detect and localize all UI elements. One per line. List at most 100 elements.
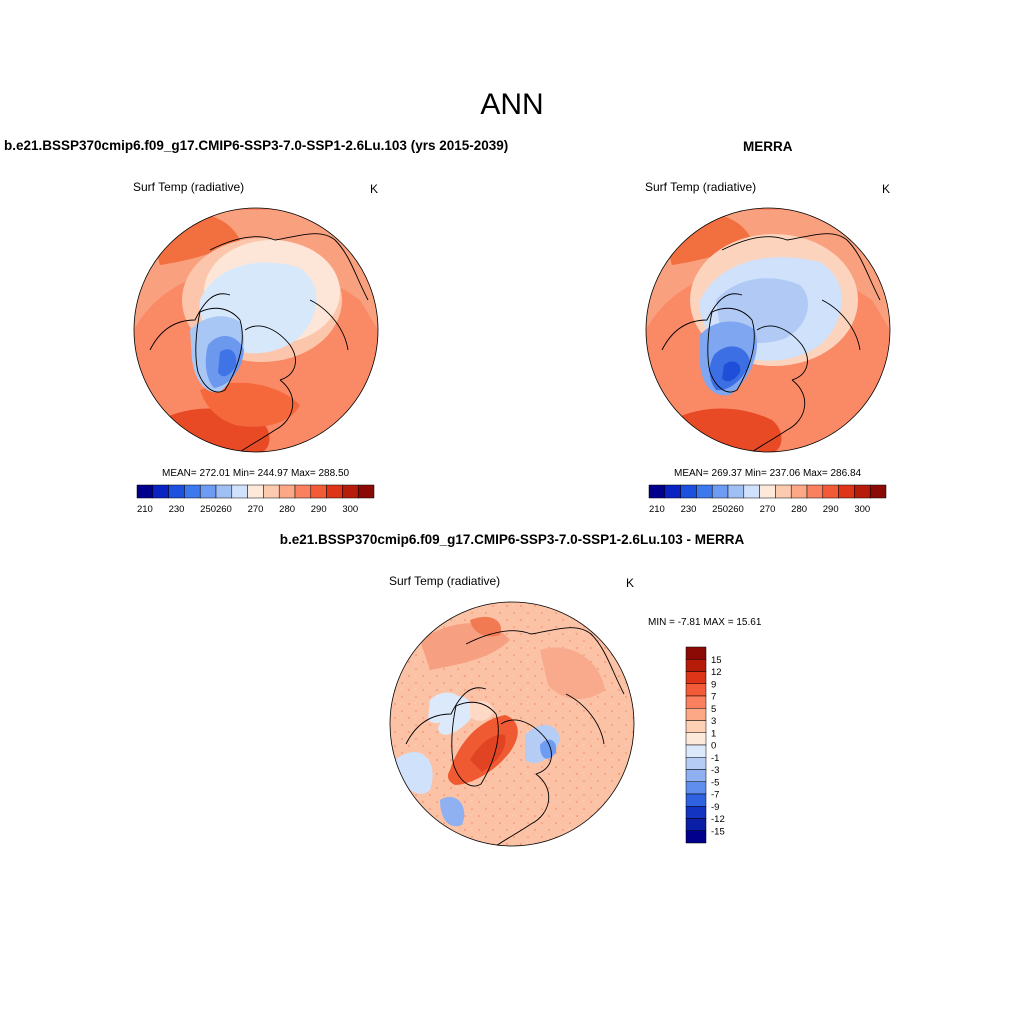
merra-colorbar: 210 230 250 260 270 280 290 300 <box>648 484 887 515</box>
colorbar-tick-label: 210 <box>649 504 665 515</box>
colorbar-swatch <box>215 484 233 499</box>
colorbar-tick-label: 300 <box>854 504 870 515</box>
colorbar-tick-label: -15 <box>711 826 725 837</box>
colorbar-swatch <box>743 484 760 499</box>
colorbar-tick-label: 290 <box>311 504 327 515</box>
colorbar-tick-label: -12 <box>711 814 725 825</box>
colorbar-tick-label: 230 <box>169 504 185 515</box>
colorbar-tick-label: -3 <box>711 765 719 776</box>
figure-title: ANN <box>480 88 544 121</box>
colorbar-swatch <box>685 659 707 672</box>
colorbar-swatch <box>231 484 248 499</box>
colorbar-tick-label: 9 <box>711 679 716 690</box>
colorbar-swatch <box>685 708 707 721</box>
colorbar-swatch <box>727 484 745 499</box>
colorbar-swatch <box>685 695 707 709</box>
colorbar-swatch <box>685 769 707 782</box>
colorbar-swatch <box>685 757 707 770</box>
colorbar-swatch <box>247 484 264 499</box>
colorbar-swatch <box>294 484 312 499</box>
colorbar-tick-label: -7 <box>711 790 719 801</box>
colorbar-swatch <box>685 806 707 819</box>
colorbar-swatch <box>838 484 855 499</box>
colorbar-swatch <box>711 484 729 499</box>
colorbar-swatch <box>806 484 824 499</box>
merra-panel-heading: MERRA <box>743 139 793 154</box>
colorbar-swatch <box>199 484 217 499</box>
colorbar-swatch <box>263 484 280 499</box>
model-stats: MEAN= 272.01 Min= 244.97 Max= 288.50 <box>162 468 350 479</box>
difference-coastlines <box>405 627 625 846</box>
colorbar-swatch <box>664 484 681 499</box>
colorbar-swatch <box>685 720 707 733</box>
colorbar-swatch <box>685 793 707 807</box>
colorbar-swatch <box>685 671 707 684</box>
colorbar-tick-label: 0 <box>711 741 716 752</box>
colorbar-tick-label: -9 <box>711 802 719 813</box>
colorbar-tick-label: 210 <box>137 504 153 515</box>
model-variable-label: Surf Temp (radiative) <box>133 180 245 194</box>
colorbar-tick-label: 12 <box>711 667 722 678</box>
colorbar-swatch <box>685 744 707 758</box>
colorbar-tick-label: 270 <box>248 504 264 515</box>
colorbar-tick-label: 270 <box>760 504 776 515</box>
colorbar-tick-label: 230 <box>681 504 697 515</box>
model-polar-map <box>134 208 378 452</box>
colorbar-swatch <box>342 484 359 499</box>
model-coastlines <box>149 233 369 452</box>
colorbar-tick-label: 260 <box>216 504 232 515</box>
colorbar-swatch <box>685 818 707 831</box>
colorbar-tick-label: 250 <box>712 504 728 515</box>
colorbar-swatch <box>680 484 697 499</box>
colorbar-swatch <box>822 484 839 499</box>
colorbar-swatch <box>696 484 713 499</box>
colorbar-swatch <box>278 484 296 499</box>
difference-panel-heading: b.e21.BSSP370cmip6.f09_g17.CMIP6-SSP3-7.… <box>279 532 745 547</box>
colorbar-tick-label: 7 <box>711 692 716 703</box>
merra-polar-map <box>646 208 890 452</box>
colorbar-swatch <box>184 484 201 499</box>
colorbar-swatch <box>685 830 707 844</box>
colorbar-swatch <box>326 484 343 499</box>
colorbar-swatch <box>685 732 707 746</box>
model-colorbar: 210 230 250 260 270 280 290 300 <box>136 484 375 515</box>
colorbar-swatch <box>152 484 169 499</box>
colorbar-swatch <box>869 484 887 499</box>
difference-polar-map <box>390 602 634 846</box>
colorbar-swatch <box>136 484 154 499</box>
colorbar-swatch <box>357 484 375 499</box>
difference-variable-label: Surf Temp (radiative) <box>389 574 501 588</box>
colorbar-tick-label: 5 <box>711 704 716 715</box>
colorbar-tick-label: 280 <box>279 504 295 515</box>
colorbar-swatch <box>168 484 185 499</box>
colorbar-tick-label: 260 <box>728 504 744 515</box>
difference-units-label: K <box>626 576 635 590</box>
colorbar-tick-label: 15 <box>711 655 722 666</box>
merra-variable-label: Surf Temp (radiative) <box>645 180 757 194</box>
colorbar-tick-label: 1 <box>711 728 716 739</box>
merra-units-label: K <box>882 182 891 196</box>
colorbar-swatch <box>648 484 666 499</box>
colorbar-swatch <box>310 484 327 499</box>
colorbar-swatch <box>685 781 707 795</box>
colorbar-swatch <box>854 484 871 499</box>
model-units-label: K <box>370 182 379 196</box>
colorbar-swatch <box>775 484 792 499</box>
merra-stats: MEAN= 269.37 Min= 237.06 Max= 286.84 <box>674 468 862 479</box>
colorbar-tick-label: 280 <box>791 504 807 515</box>
colorbar-swatch <box>685 683 707 697</box>
colorbar-tick-label: 3 <box>711 716 716 727</box>
difference-stats: MIN = -7.81 MAX = 15.61 <box>648 617 762 628</box>
colorbar-swatch <box>790 484 808 499</box>
colorbar-swatch <box>685 646 707 660</box>
model-panel-heading: b.e21.BSSP370cmip6.f09_g17.CMIP6-SSP3-7.… <box>4 138 509 153</box>
colorbar-tick-label: 300 <box>342 504 358 515</box>
colorbar-tick-label: 290 <box>823 504 839 515</box>
colorbar-tick-label: 250 <box>200 504 216 515</box>
colorbar-tick-label: -5 <box>711 777 719 788</box>
merra-coastlines <box>661 233 881 452</box>
colorbar-swatch <box>759 484 776 499</box>
colorbar-tick-label: -1 <box>711 753 719 764</box>
